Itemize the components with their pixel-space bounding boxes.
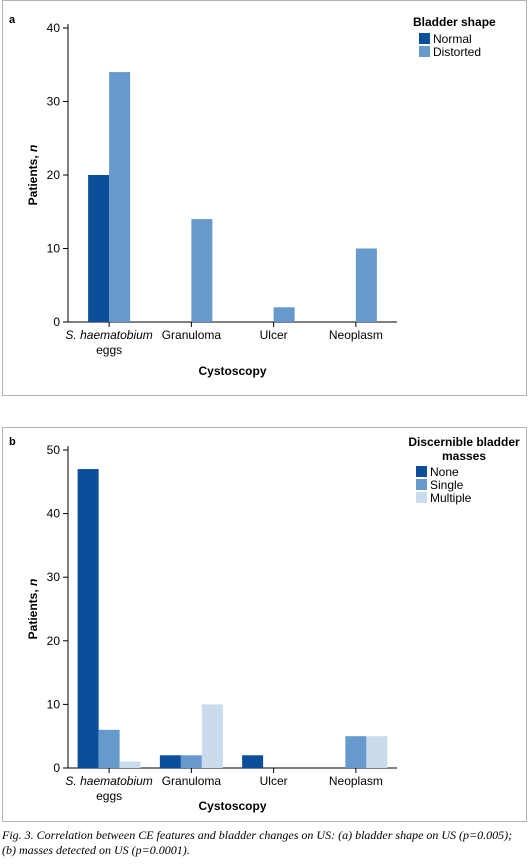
legend-item-single: Single <box>416 477 524 492</box>
x-tick-label: Ulcer <box>260 774 288 788</box>
legend-label: Distorted <box>433 44 482 59</box>
figure-caption: Fig. 3. Correlation between CE features … <box>2 828 513 857</box>
y-tick-label: 0 <box>53 315 60 329</box>
bar-single-3 <box>345 736 367 768</box>
bar-single-1 <box>180 755 202 768</box>
x-tick-label: Neoplasm <box>329 328 383 342</box>
legend-title: Bladder shape <box>413 15 496 29</box>
bar-multiple-1 <box>201 704 223 768</box>
panel-label-a: a <box>9 14 16 26</box>
x-tick-label: eggs <box>96 343 122 357</box>
legend-label: Multiple <box>430 490 472 505</box>
legend-swatch <box>419 33 430 44</box>
y-tick-label: 30 <box>47 570 61 584</box>
legend-item-normal: Normal <box>419 31 496 46</box>
bar-none-1 <box>159 755 181 768</box>
y-tick-label: 10 <box>47 242 61 256</box>
legend-swatch <box>416 492 427 503</box>
legend-label: None <box>430 464 459 479</box>
bar-normal-0 <box>88 175 110 322</box>
y-tick-label: 20 <box>47 168 61 182</box>
x-tick-label: Granuloma <box>162 774 222 788</box>
x-tick-label: S. haematobium <box>65 328 152 342</box>
bar-multiple-0 <box>119 761 141 768</box>
x-tick-label: Granuloma <box>162 328 222 342</box>
chart-panel-b: b 0 10 20 30 40 50 S. haematobium eggs Granuloma… <box>0 427 529 822</box>
bar-single-0 <box>98 729 120 768</box>
legend-item-none: None <box>416 464 524 479</box>
x-tick-label: S. haematobium <box>65 774 152 788</box>
y-tick-label: 30 <box>47 95 61 109</box>
y-tick-label: 20 <box>47 634 61 648</box>
y-tick-label: 0 <box>53 761 60 775</box>
bar-distorted-2 <box>273 307 295 322</box>
legend-swatch <box>419 46 430 57</box>
x-tick-label: Neoplasm <box>329 774 383 788</box>
y-tick-label: 40 <box>47 507 61 521</box>
y-tick-label: 40 <box>47 21 61 35</box>
bar-distorted-0 <box>109 72 131 322</box>
bar-none-2 <box>242 755 264 768</box>
legend-swatch <box>416 466 427 477</box>
legend-b: Discernible bladder masses None Single M… <box>404 435 524 505</box>
y-axis-title: Patients, n <box>26 145 40 206</box>
y-tick-label: 10 <box>47 697 61 711</box>
bar-distorted-3 <box>355 248 377 322</box>
x-axis-title: Cystoscopy <box>198 364 266 378</box>
panel-label-b: b <box>9 436 16 448</box>
bar-distorted-1 <box>191 219 213 322</box>
x-axis-title: Cystoscopy <box>198 799 266 813</box>
legend-swatch <box>416 479 427 490</box>
panel-frame <box>2 0 527 396</box>
bar-none-0 <box>77 469 99 768</box>
y-tick-label: 50 <box>47 443 61 457</box>
legend-label: Normal <box>433 31 472 46</box>
legend-item-multiple: Multiple <box>416 490 524 505</box>
legend-label: Single <box>430 477 464 492</box>
legend-a: Bladder shape Normal Distorted <box>413 15 496 59</box>
x-tick-label: Ulcer <box>260 328 288 342</box>
bar-multiple-3 <box>366 736 388 768</box>
chart-panel-a: a 0 10 20 30 40 S. haematobium eggs Granuloma Ul… <box>0 0 529 396</box>
x-tick-label: eggs <box>96 789 122 803</box>
legend-item-distorted: Distorted <box>419 44 496 59</box>
y-axis-title: Patients, n <box>26 579 40 640</box>
panel-frame <box>2 427 527 822</box>
legend-title: Discernible bladder masses <box>408 435 520 463</box>
